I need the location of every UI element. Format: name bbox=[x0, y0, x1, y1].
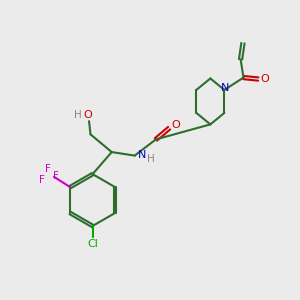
Text: O: O bbox=[171, 120, 180, 130]
Text: Cl: Cl bbox=[87, 238, 98, 249]
Text: N: N bbox=[221, 82, 229, 93]
Text: H: H bbox=[147, 154, 155, 164]
Text: F: F bbox=[39, 175, 44, 185]
Text: F: F bbox=[44, 164, 50, 173]
Text: O: O bbox=[260, 74, 269, 84]
Text: N: N bbox=[138, 150, 147, 160]
Text: H: H bbox=[74, 110, 82, 120]
Text: F: F bbox=[53, 171, 59, 181]
Text: O: O bbox=[83, 110, 92, 120]
